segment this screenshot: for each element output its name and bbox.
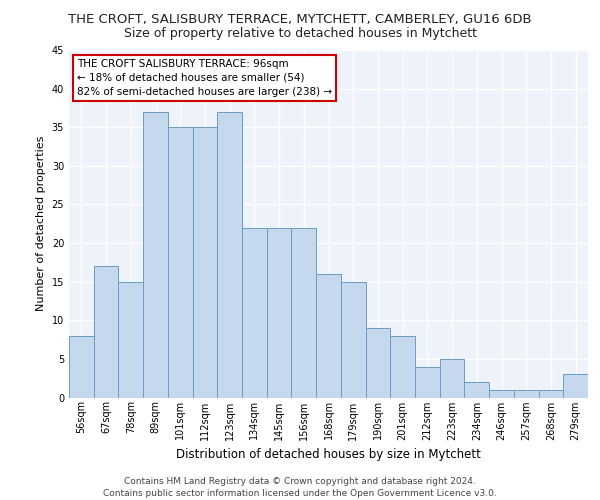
X-axis label: Distribution of detached houses by size in Mytchett: Distribution of detached houses by size … (176, 448, 481, 461)
Bar (217, 112, 242, 398)
Bar (514, 390, 539, 398)
Bar (292, 228, 316, 398)
Text: Size of property relative to detached houses in Mytchett: Size of property relative to detached ho… (124, 28, 476, 40)
Bar (415, 366, 440, 398)
Bar (390, 336, 415, 398)
Text: THE CROFT, SALISBURY TERRACE, MYTCHETT, CAMBERLEY, GU16 6DB: THE CROFT, SALISBURY TERRACE, MYTCHETT, … (68, 12, 532, 26)
Bar (242, 228, 267, 398)
Text: Contains HM Land Registry data © Crown copyright and database right 2024.
Contai: Contains HM Land Registry data © Crown c… (103, 476, 497, 498)
Text: THE CROFT SALISBURY TERRACE: 96sqm
← 18% of detached houses are smaller (54)
82%: THE CROFT SALISBURY TERRACE: 96sqm ← 18%… (77, 58, 332, 96)
Bar (341, 282, 365, 398)
Bar (143, 112, 168, 398)
Bar (316, 274, 341, 398)
Bar (489, 390, 514, 398)
Bar (267, 228, 292, 398)
Bar (69, 336, 94, 398)
Bar (94, 266, 118, 398)
Bar (193, 127, 217, 398)
Bar (539, 390, 563, 398)
Bar (365, 328, 390, 398)
Bar (464, 382, 489, 398)
Bar (563, 374, 588, 398)
Bar (118, 282, 143, 398)
Bar (440, 359, 464, 398)
Bar (168, 127, 193, 398)
Y-axis label: Number of detached properties: Number of detached properties (36, 136, 46, 312)
